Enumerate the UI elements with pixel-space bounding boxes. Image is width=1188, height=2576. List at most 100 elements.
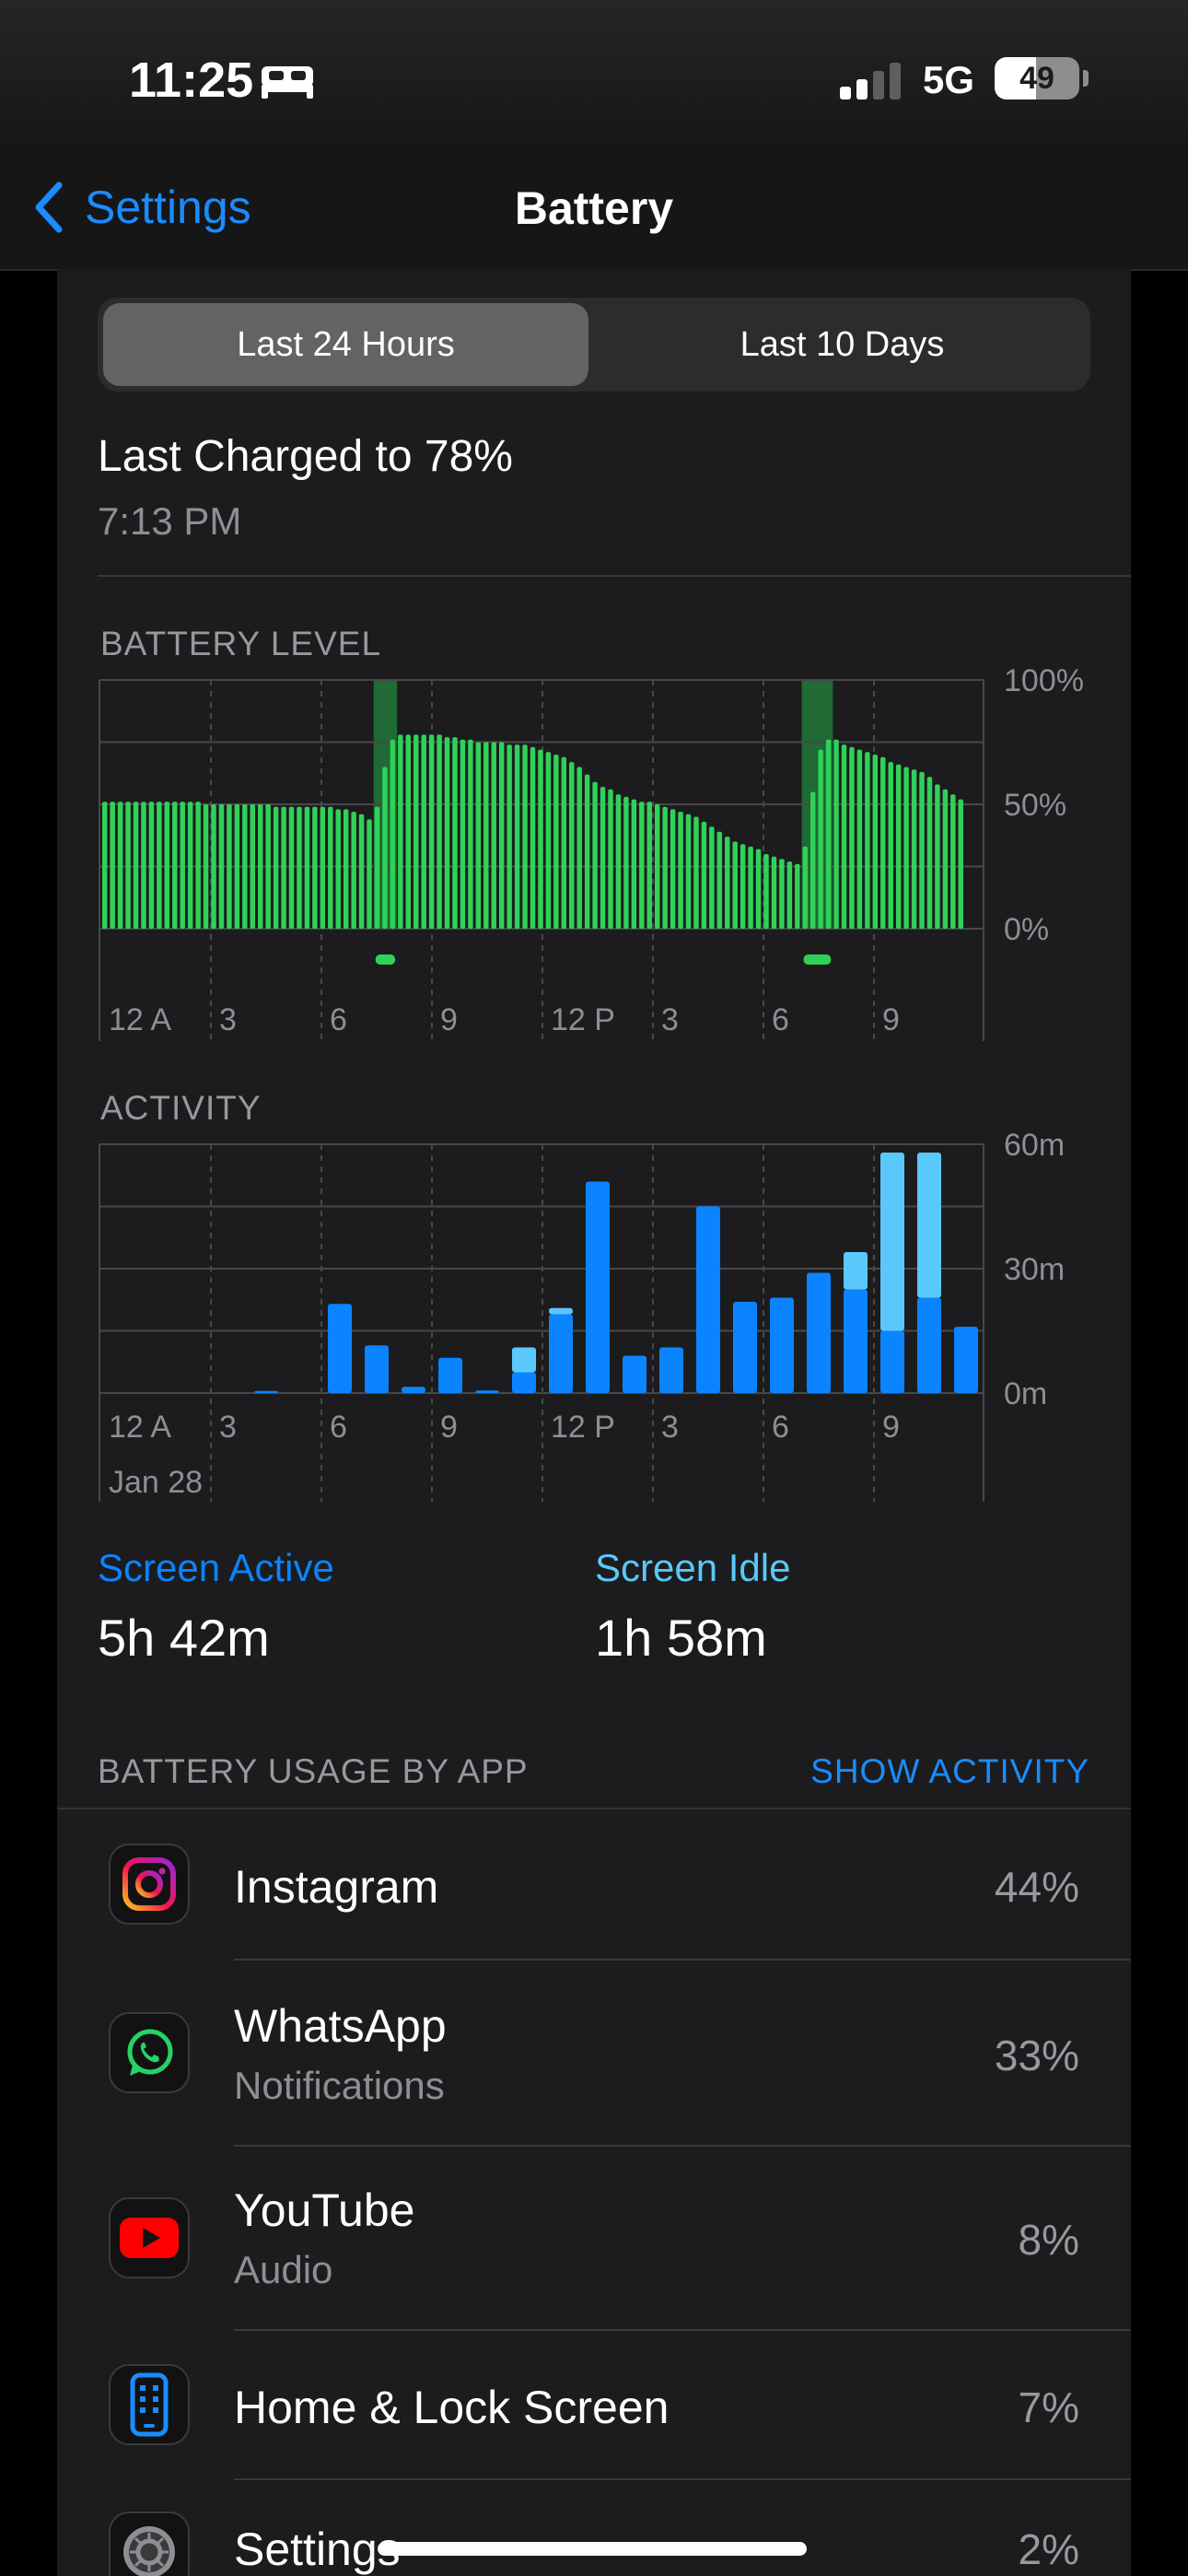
battery-bar (367, 819, 372, 929)
app-percent: 2% (1018, 2525, 1079, 2573)
app-percent: 8% (1018, 2216, 1079, 2264)
battery-bar (382, 767, 388, 929)
battery-bar (117, 802, 123, 929)
app-row-instagram[interactable]: Instagram 44% (57, 1809, 1131, 1959)
battery-bar (187, 802, 193, 929)
activity-bar-active (807, 1272, 831, 1393)
screen-active-value: 5h 42m (98, 1609, 270, 1667)
segment-last-24-hours[interactable]: Last 24 Hours (103, 303, 588, 386)
battery-usage-by-app-header: BATTERY USAGE BY APP (98, 1752, 529, 1790)
y-axis-label: 50% (1004, 788, 1066, 823)
battery-bar (592, 781, 598, 929)
charging-indicator (375, 954, 396, 965)
app-row-youtube[interactable]: YouTube Audio 8% (57, 2147, 1131, 2329)
divider (234, 2329, 1131, 2331)
battery-bar (538, 749, 543, 929)
app-subtitle: Audio (234, 2248, 333, 2291)
date-label: Jan 28 (109, 1465, 203, 1500)
last-charged-time: 7:13 PM (98, 499, 242, 543)
battery-bar (250, 804, 256, 929)
x-axis-label: 9 (882, 1002, 900, 1037)
battery-bar (623, 796, 629, 929)
battery-bar (157, 802, 162, 929)
battery-bar (133, 802, 139, 929)
battery-bar (809, 791, 816, 929)
battery-card (57, 269, 1131, 2576)
last-charged-label: Last Charged to 78% (98, 432, 513, 481)
activity-label: ACTIVITY (100, 1089, 262, 1127)
battery-bar (935, 784, 940, 929)
activity-bar-idle (917, 1153, 941, 1298)
battery-bar (398, 734, 403, 929)
battery-bar (421, 734, 426, 929)
segment-last-10-days[interactable]: Last 10 Days (740, 325, 945, 364)
battery-bar (716, 831, 723, 929)
battery-bar (779, 859, 785, 929)
app-row-whatsapp[interactable]: WhatsApp Notifications 33% (57, 1961, 1131, 2145)
battery-bar (413, 734, 419, 929)
battery-bar (880, 756, 886, 929)
show-activity-button[interactable]: SHOW ACTIVITY (810, 1752, 1089, 1790)
app-name: Settings (234, 2523, 401, 2575)
battery-bar (491, 742, 496, 929)
battery-bar (561, 756, 567, 929)
battery-bar (795, 863, 800, 929)
battery-bar (498, 742, 505, 929)
battery-bar (608, 789, 613, 929)
battery-percent: 49 (1019, 61, 1054, 96)
app-row-settings[interactable]: Settings 2% (57, 2480, 1131, 2576)
battery-bar (732, 841, 738, 929)
battery-bar (460, 739, 466, 929)
app-row-home-lock-screen[interactable]: Home & Lock Screen 7% (57, 2331, 1131, 2478)
battery-bar (265, 804, 271, 929)
cellular-signal-icon (840, 63, 901, 100)
status-bar (0, 0, 1188, 147)
activity-bar-active (254, 1390, 278, 1393)
battery-nub (1083, 70, 1089, 87)
battery-bar (926, 777, 933, 929)
battery-bar (141, 802, 146, 929)
home-indicator (378, 2542, 807, 2556)
battery-bar (584, 774, 590, 929)
x-axis-label: 6 (772, 1002, 789, 1037)
back-button[interactable]: Settings (33, 175, 251, 240)
chevron-left-icon (35, 181, 63, 233)
y-axis-label: 30m (1004, 1252, 1065, 1287)
y-axis-label: 100% (1004, 663, 1084, 698)
battery-bar (740, 844, 746, 929)
activity-bar-active (844, 1289, 868, 1393)
battery-bar (856, 749, 863, 929)
battery-bar (615, 794, 622, 929)
battery-bar (748, 846, 753, 929)
battery-bar (802, 846, 808, 929)
activity-bar-active (586, 1181, 610, 1393)
x-axis-label: 3 (661, 1002, 679, 1037)
battery-bar (725, 837, 730, 929)
network-type: 5G (923, 58, 975, 101)
battery-bar (304, 806, 310, 929)
battery-bar (950, 794, 956, 929)
battery-bar (693, 816, 699, 929)
charging-indicator (803, 954, 832, 965)
activity-bar-idle (549, 1307, 573, 1315)
page-title: Battery (514, 182, 674, 234)
battery-bar (514, 744, 520, 929)
navigation-bar (0, 147, 1188, 271)
battery-bar (786, 861, 793, 929)
battery-bar (600, 787, 606, 929)
x-axis-label: 12 A (109, 1002, 171, 1037)
battery-bar (405, 734, 412, 929)
battery-bar (444, 737, 450, 929)
screen-active-label: Screen Active (98, 1546, 334, 1589)
battery-bar (164, 802, 170, 929)
time-range-segmented-control: Last 24 Hours Last 10 Days (98, 298, 1090, 392)
battery-bar (709, 826, 715, 929)
battery-bar (102, 802, 108, 929)
activity-bar-active (623, 1355, 646, 1393)
battery-icon: 49 (995, 57, 1079, 100)
activity-bar-active (402, 1387, 425, 1393)
battery-fill (995, 57, 1037, 100)
x-axis-label: 9 (882, 1410, 900, 1445)
battery-bar (148, 802, 155, 929)
x-axis-label: 3 (661, 1410, 679, 1445)
